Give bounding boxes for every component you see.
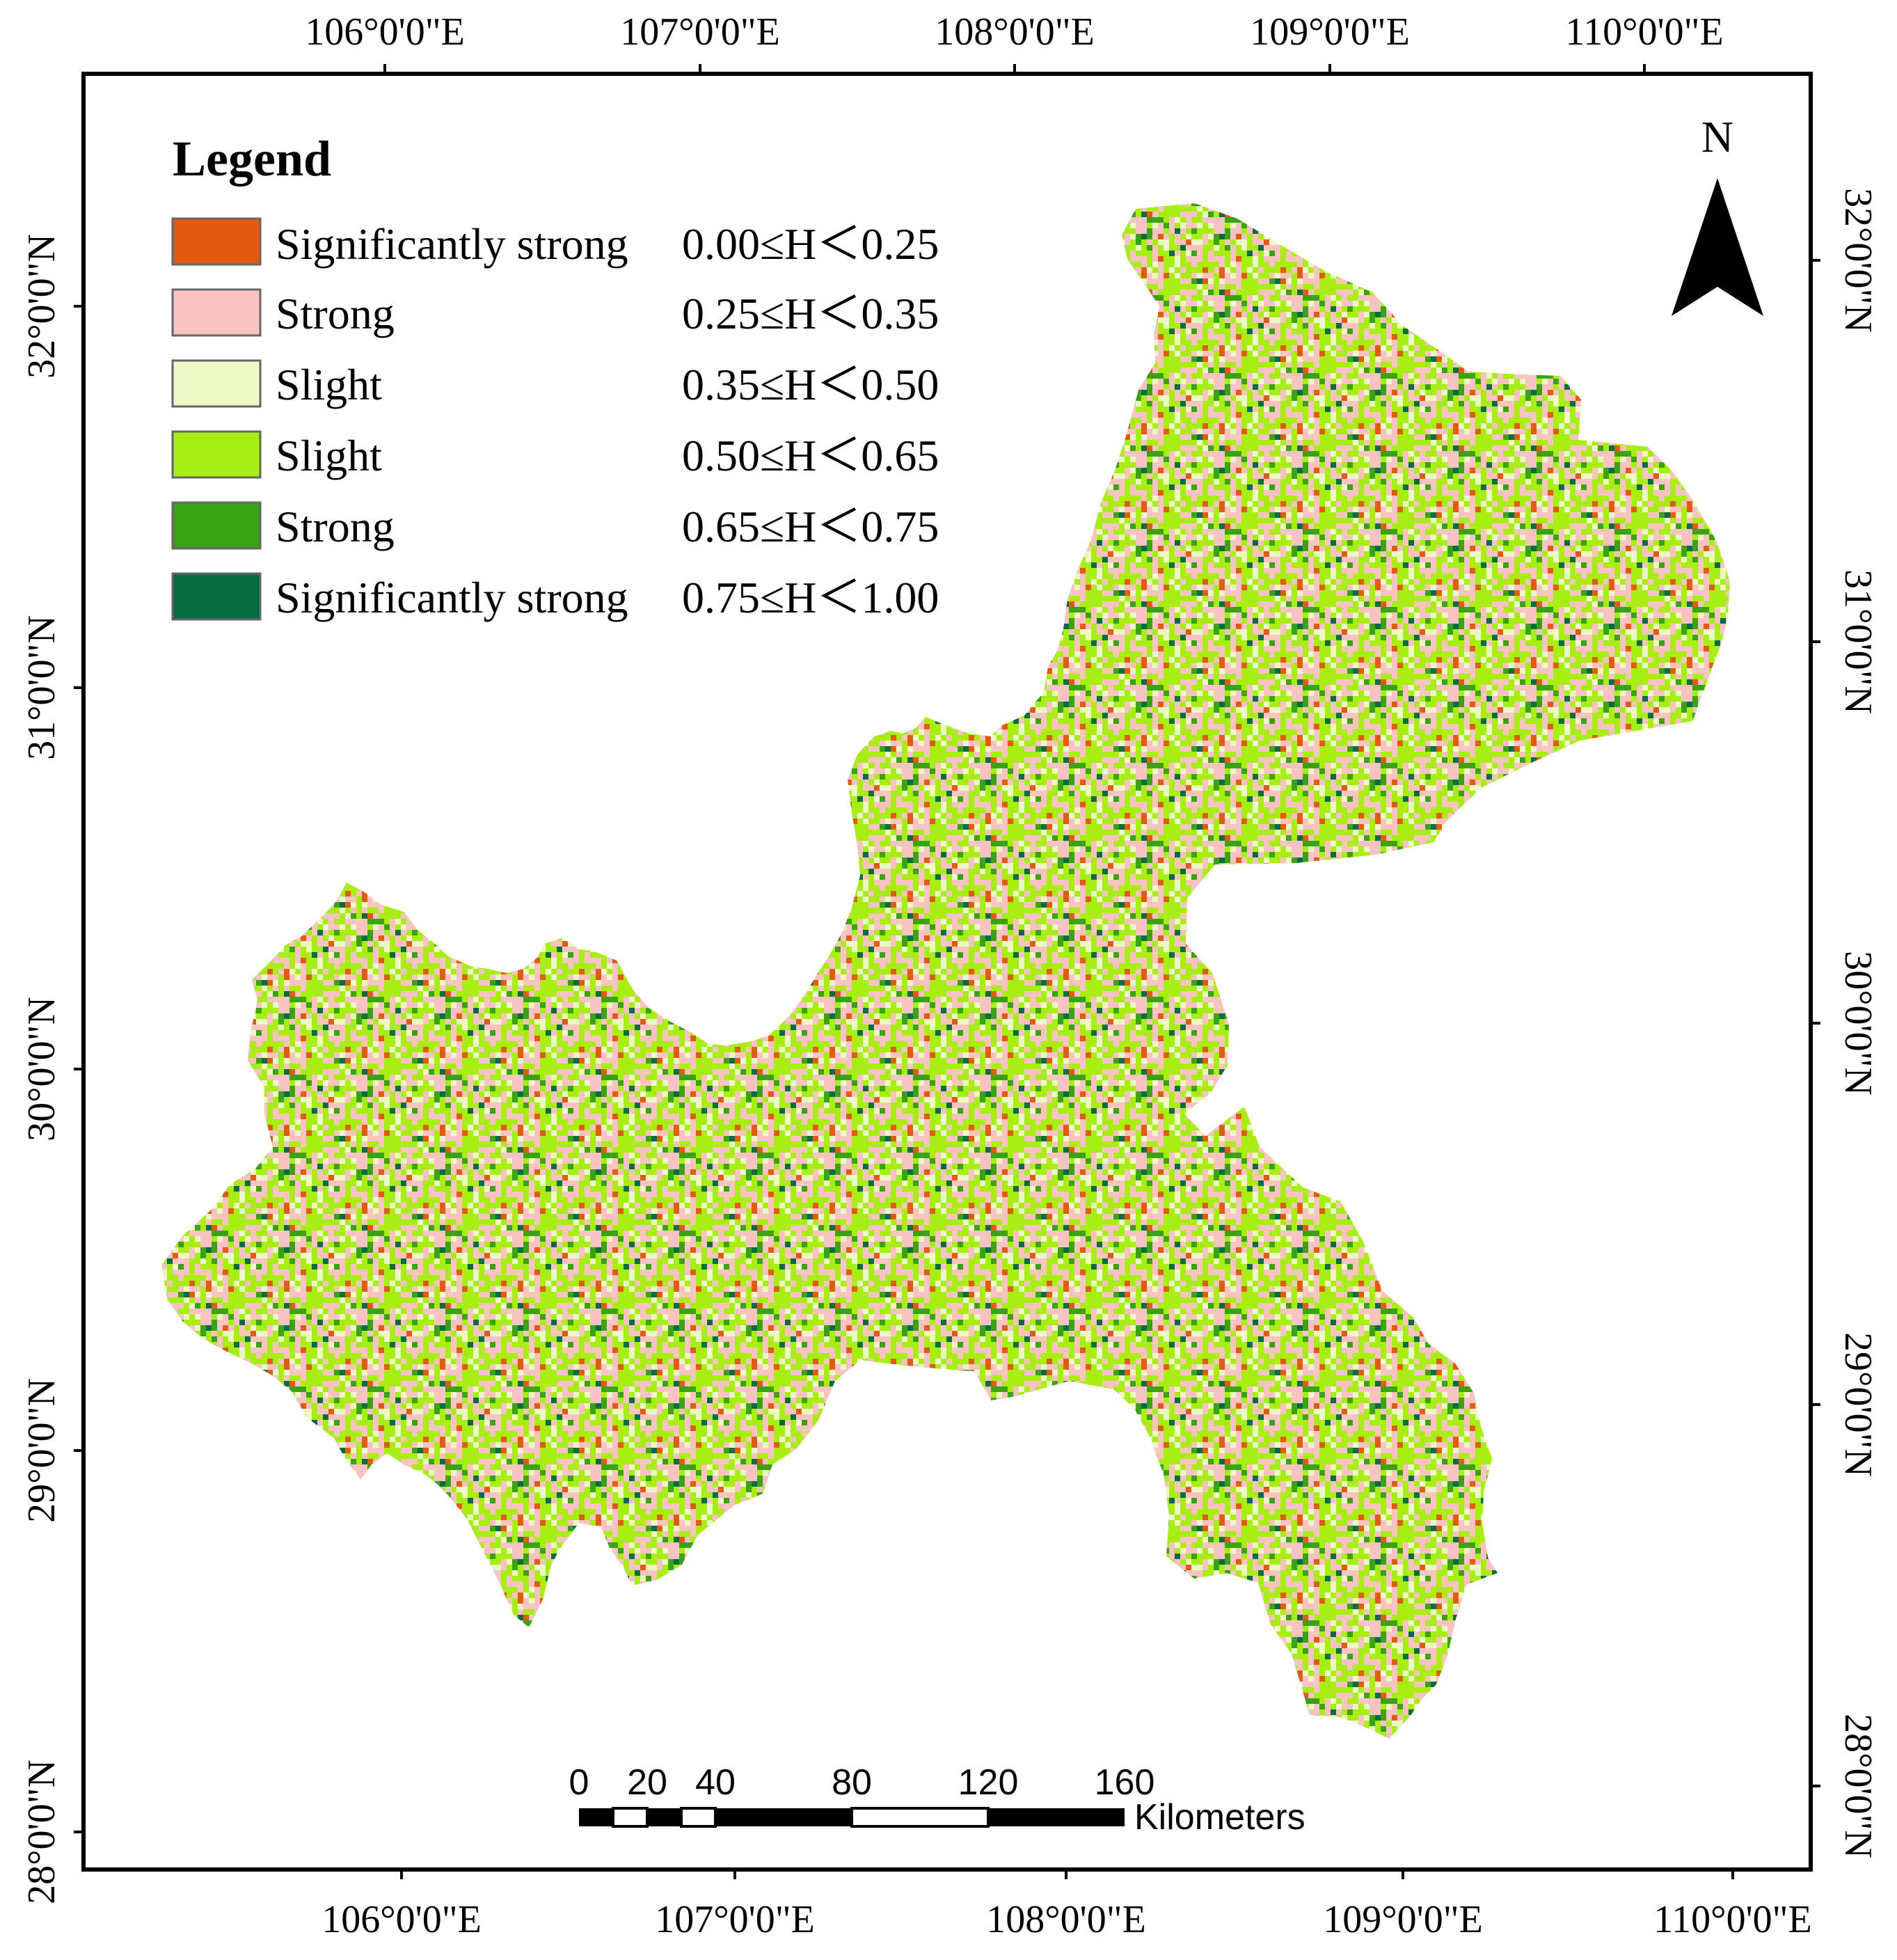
- legend-label: Slight: [276, 431, 382, 480]
- legend-range: 0.65≤H＜0.75: [682, 502, 939, 551]
- scale-segment: [579, 1808, 613, 1826]
- scale-bar: 0 20 40 80 120 160 Kilometers: [569, 1762, 1305, 1838]
- top-lon-label: 108°0'0"E: [935, 10, 1095, 54]
- legend-swatch: [171, 572, 262, 621]
- legend-swatch: [171, 501, 262, 550]
- scale-tick-label: 40: [695, 1762, 736, 1803]
- legend-label: Strong: [276, 502, 395, 551]
- bottom-lon-label: 106°0'0"E: [322, 1898, 482, 1941]
- right-lat-label: 32°0'0"N: [1836, 188, 1880, 333]
- legend-swatch: [171, 217, 262, 266]
- legend-range: 0.75≤H＜1.00: [682, 573, 939, 622]
- top-lon-label: 107°0'0"E: [620, 10, 780, 54]
- bottom-lon-label: 110°0'0"E: [1653, 1898, 1811, 1941]
- legend-range: 0.50≤H＜0.65: [682, 431, 939, 480]
- legend-range: 0.00≤H＜0.25: [682, 219, 939, 269]
- top-lon-label: 109°0'0"E: [1250, 10, 1410, 54]
- right-lat-label: 28°0'0"N: [1836, 1714, 1880, 1858]
- scale-tick-label: 160: [1095, 1762, 1155, 1803]
- legend: Legend Significantly strong 0.00≤H＜0.25 …: [171, 131, 939, 622]
- scale-segment: [850, 1807, 990, 1828]
- left-lat-label: 29°0'0"N: [20, 1378, 63, 1523]
- left-lat-label: 28°0'0"N: [20, 1760, 63, 1904]
- left-lat-label: 30°0'0"N: [20, 997, 63, 1141]
- legend-swatch: [171, 430, 262, 479]
- legend-range: 0.25≤H＜0.35: [682, 289, 939, 338]
- scale-segment: [647, 1808, 681, 1826]
- right-lat-label: 29°0'0"N: [1836, 1332, 1880, 1477]
- legend-title: Legend: [173, 131, 331, 187]
- north-arrow-label: N: [1701, 112, 1733, 161]
- scale-segment: [680, 1807, 717, 1828]
- graticule: 106°0'0"E 107°0'0"E 108°0'0"E 109°0'0"E …: [20, 10, 1880, 1941]
- left-lat-label: 32°0'0"N: [20, 234, 63, 379]
- north-arrow: N: [1672, 112, 1763, 316]
- legend-label: Significantly strong: [276, 219, 628, 269]
- top-lon-label: 106°0'0"E: [305, 10, 465, 54]
- scale-tick-label: 120: [958, 1762, 1019, 1803]
- scale-tick-label: 80: [832, 1762, 872, 1803]
- top-lon-label: 110°0'0"E: [1565, 10, 1723, 54]
- scale-segment: [715, 1808, 852, 1826]
- right-lat-label: 31°0'0"N: [1836, 569, 1880, 714]
- scale-unit-label: Kilometers: [1134, 1797, 1305, 1838]
- legend-label: Strong: [276, 289, 395, 338]
- scale-tick-label: 0: [569, 1762, 589, 1803]
- legend-label: Slight: [276, 360, 382, 409]
- legend-swatch: [171, 359, 262, 408]
- legend-swatch: [171, 288, 262, 337]
- scale-tick-label: 20: [627, 1762, 667, 1803]
- left-lat-label: 31°0'0"N: [20, 615, 63, 760]
- legend-range: 0.35≤H＜0.50: [682, 360, 939, 409]
- legend-label: Significantly strong: [276, 573, 628, 622]
- bottom-lon-label: 107°0'0"E: [655, 1898, 815, 1941]
- bottom-lon-label: 109°0'0"E: [1323, 1898, 1483, 1941]
- right-lat-label: 30°0'0"N: [1836, 951, 1880, 1096]
- scale-segment: [988, 1808, 1125, 1826]
- north-arrow-icon: [1672, 178, 1763, 316]
- scale-segment: [612, 1807, 649, 1828]
- bottom-lon-label: 108°0'0"E: [986, 1898, 1146, 1941]
